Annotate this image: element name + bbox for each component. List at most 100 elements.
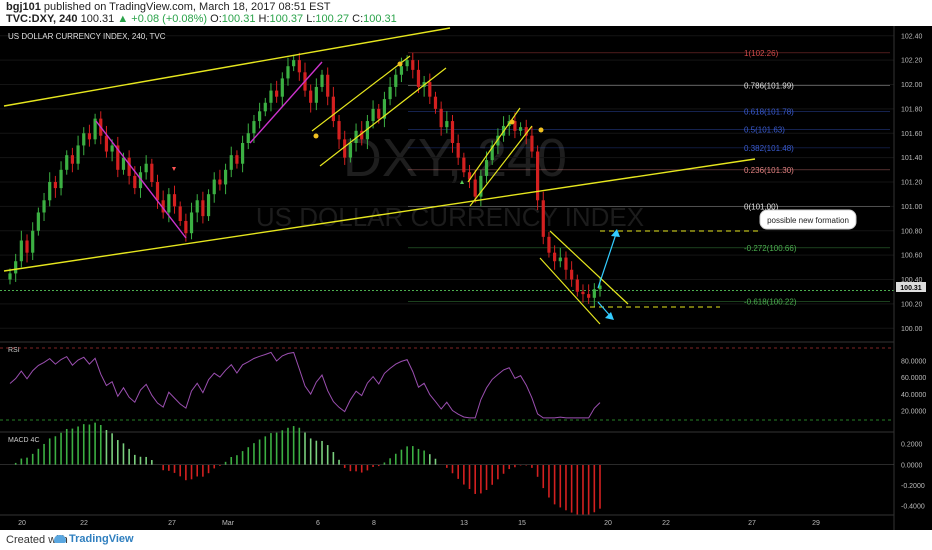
fib-level-label: 0.618(101.78) [744,107,794,116]
tradingview-brand-link[interactable]: TradingView [54,533,134,545]
close-value: 100.31 [363,13,397,25]
price-tick: 100.60 [901,253,923,260]
price-tick: 102.40 [901,33,923,40]
candle-body [42,200,46,213]
candle-body [138,172,143,189]
change-value: +0.08 (+0.08%) [131,13,208,25]
candle-body [229,155,233,170]
candle-body [496,135,500,146]
tradingview-logo-icon [54,535,66,543]
last-price-tag-text: 100.31 [900,285,922,292]
annotation-callout[interactable]: possible new formation [759,209,857,230]
time-tick: 22 [662,520,670,527]
macd-tick: -0.4000 [901,503,925,510]
marker-dot [313,133,319,139]
candle-body [150,163,154,182]
candle-body [553,252,557,262]
candle-body [587,294,591,298]
high-label: H: [258,13,270,25]
flag-1-lower[interactable] [319,67,447,167]
fib-level-label: -0.618(100.22) [744,297,797,306]
candle-body [592,289,596,298]
user-name[interactable]: bgj101 [6,1,41,13]
candle-body [19,240,23,262]
magenta-trend-2[interactable] [249,61,323,144]
chart-svg[interactable]: DXY, 240 US DOLLAR CURRENCY INDEX 1(102.… [0,26,932,530]
candle-body [581,291,585,295]
candle-body [189,212,194,234]
price-axis[interactable]: 102.40 102.20 102.00 101.80 101.60 101.40 101.… [901,33,923,333]
arrow-up-icon [611,229,620,237]
marker-dot [397,61,403,67]
rsi-line [9,351,601,419]
fib-level-label: 0.786(101.99) [744,82,794,91]
candle-body [286,66,290,79]
fib-level-label: 0.236(101.30) [744,166,794,175]
time-tick: 29 [812,520,820,527]
price-tick: 100.00 [901,326,923,333]
candle-body [382,99,387,119]
candle-body [133,175,137,189]
close-label: C: [352,13,364,25]
candle-body [524,127,528,136]
candle-body [76,145,80,164]
candle-body [320,74,324,87]
price-tick: 102.20 [901,58,923,65]
candle-body [206,194,211,217]
arrow-up-line[interactable] [597,230,618,289]
drawings[interactable] [3,27,760,325]
candle-body [450,121,455,143]
rsi-axis: 80.0000 60.0000 40.0000 20.0000 [901,358,926,415]
fib-level-label: -0.272(100.66) [744,244,797,253]
channel-upper-line[interactable] [3,27,451,107]
candle-body [337,121,341,140]
candle-body [48,182,52,201]
magenta-trend-1[interactable] [95,120,187,239]
candle-body [326,74,330,97]
annotation-bubble[interactable] [759,209,857,230]
candle-body [201,200,205,217]
candle-body [411,60,415,70]
flag-2-lower[interactable] [469,125,533,207]
candle-body [354,130,358,143]
rsi-label: RSI [8,347,20,354]
high-value: 100.37 [269,13,304,25]
macd-axis: 0.2000 0.0000 -0.2000 -0.4000 [901,442,925,511]
time-axis[interactable]: 20 22 27 Mar 6 8 13 15 20 22 27 29 [18,520,820,527]
candle-body [365,121,370,140]
price-tick: 101.80 [901,106,923,113]
candle-body [292,60,296,67]
candle-body [59,169,63,189]
flag-1-upper[interactable] [311,55,411,132]
arrow-down-icon [605,312,614,320]
time-tick: 22 [80,520,88,527]
low-label: L: [306,13,316,25]
candle-body [479,175,483,197]
candle-body [360,130,364,140]
candle-body [433,96,438,109]
candle-body [31,230,35,253]
macd-tick: 0.0000 [901,462,923,469]
wedge-upper[interactable] [549,230,629,305]
price-tick: 101.60 [901,131,923,138]
rsi-tick: 20.0000 [901,409,926,416]
wedge-lower[interactable] [539,257,601,325]
price-tick: 100.20 [901,301,923,308]
candle-body [127,157,131,176]
last-price: 100.31 [80,13,115,25]
candle-body [394,74,398,87]
candle-body [535,151,540,201]
candle-body [416,69,421,87]
change-up-icon: ▲ [117,13,129,25]
price-tick: 102.00 [901,82,923,89]
candle-body [467,172,472,180]
candle-body [195,200,199,213]
candle-body [65,155,69,170]
chart-area[interactable]: DXY, 240 US DOLLAR CURRENCY INDEX 1(102.… [0,26,932,530]
candle-body [405,60,409,67]
macd-label: MACD 4C [8,437,40,444]
candle-body [541,200,545,237]
time-tick: 27 [748,520,756,527]
fib-level-label: 0(101.00) [744,202,779,211]
channel-lower-line[interactable] [3,158,756,272]
